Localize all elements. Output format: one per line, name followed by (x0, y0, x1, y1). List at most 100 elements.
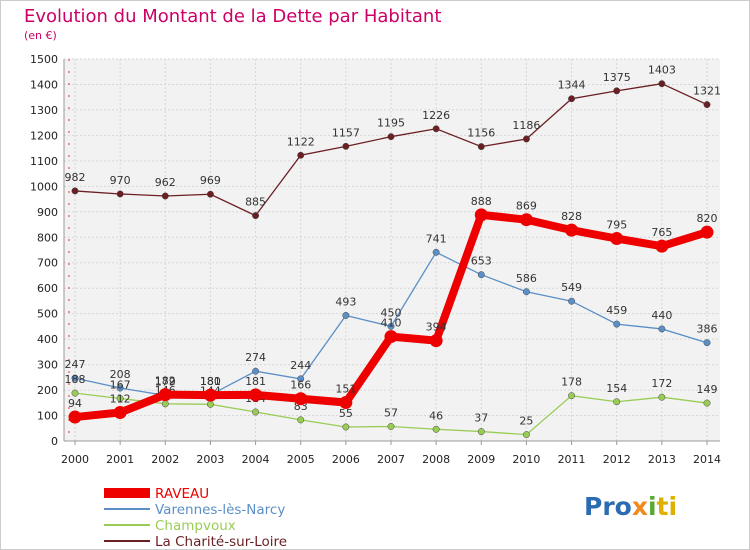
data-point (206, 190, 214, 198)
x-tick-label: 2011 (558, 453, 586, 466)
series-la-charite-sur-loire: 982 970 962 969 885 1122 1157 1195 1226 1156 1186 1… (65, 64, 721, 220)
data-point (703, 399, 711, 407)
y-tick-label: 800 (37, 231, 58, 244)
legend-label-varennes-les-narcy: Varennes-lès-Narcy (155, 502, 285, 518)
data-label: 46 (429, 409, 443, 422)
data-label: 1156 (467, 127, 495, 140)
data-point (477, 143, 485, 151)
data-point (71, 374, 79, 382)
data-point (68, 410, 82, 424)
data-point (294, 392, 308, 406)
data-point (474, 208, 488, 222)
y-tick-label: 1300 (30, 104, 58, 117)
y-tick-label: 200 (37, 384, 58, 397)
data-point (565, 223, 579, 237)
y-tick-label: 300 (37, 359, 58, 372)
data-point (568, 392, 576, 400)
y-tick-label: 500 (37, 308, 58, 321)
data-point (432, 425, 440, 433)
data-point (342, 142, 350, 150)
data-label: 459 (606, 304, 627, 317)
x-tick-label: 2000 (61, 453, 89, 466)
data-label: 386 (697, 323, 718, 336)
data-point (613, 320, 621, 328)
data-label: 25 (519, 415, 533, 428)
data-point (203, 388, 217, 402)
data-point (71, 187, 79, 195)
x-tick-label: 2012 (603, 453, 631, 466)
data-label: 1375 (603, 71, 631, 84)
x-tick-label: 2004 (242, 453, 270, 466)
data-label: 172 (651, 377, 672, 390)
data-label: 795 (606, 219, 627, 232)
x-tick-label: 2003 (196, 453, 224, 466)
data-label: 57 (384, 406, 398, 419)
data-label: 182 (155, 375, 176, 388)
y-tick-label: 100 (37, 410, 58, 423)
data-point (339, 396, 353, 410)
data-point (158, 388, 172, 402)
legend-label-champvoux: Champvoux (155, 518, 236, 534)
data-label: 180 (200, 375, 221, 388)
data-label: 970 (110, 174, 131, 187)
data-point (297, 375, 305, 383)
data-point (252, 408, 260, 416)
data-label: 1186 (512, 119, 540, 132)
data-point (297, 416, 305, 424)
y-tick-label: 0 (51, 435, 58, 448)
data-label: 962 (155, 176, 176, 189)
data-label: 869 (516, 200, 537, 213)
data-label: 1344 (558, 79, 586, 92)
data-label: 586 (516, 272, 537, 285)
data-point (477, 271, 485, 279)
legend-label-raveau: RAVEAU (155, 486, 209, 502)
data-label: 151 (335, 383, 356, 396)
data-point (522, 135, 530, 143)
data-point (71, 389, 79, 397)
proxiti-logo: Proxiti (584, 492, 677, 521)
data-label: 741 (426, 232, 447, 245)
data-point (568, 95, 576, 103)
data-point (116, 395, 124, 402)
x-axis-ticks: 2000 2001 2002 2003 2004 2005 2006 2007 2008 2009… (61, 453, 721, 466)
data-point (658, 325, 666, 333)
y-tick-label: 700 (37, 257, 58, 270)
data-label: 37 (474, 412, 488, 425)
y-tick-label: 400 (37, 333, 58, 346)
data-point (116, 384, 124, 392)
data-label: 828 (561, 210, 582, 223)
data-label: 181 (245, 375, 266, 388)
data-point (613, 87, 621, 95)
y-tick-label: 1200 (30, 129, 58, 142)
data-point (161, 400, 169, 408)
data-point (703, 101, 711, 109)
x-tick-label: 2006 (332, 453, 360, 466)
y-tick-label: 1100 (30, 155, 58, 168)
data-point (342, 423, 350, 431)
data-point (249, 388, 263, 402)
logo-text: Proxiti (584, 492, 677, 521)
y-tick-label: 600 (37, 282, 58, 295)
data-label: 885 (245, 196, 266, 209)
data-label: 1403 (648, 64, 676, 77)
data-point (658, 393, 666, 401)
chart-title: Evolution du Montant de la Dette par Hab… (24, 6, 441, 27)
data-label: 440 (651, 309, 672, 322)
data-point (387, 423, 395, 430)
data-label: 450 (381, 306, 402, 319)
x-tick-label: 2009 (467, 453, 495, 466)
data-label: 112 (110, 392, 131, 405)
data-point (568, 297, 576, 305)
y-tick-label: 1400 (30, 78, 58, 91)
data-point (252, 367, 260, 375)
data-point (522, 288, 530, 296)
data-point (522, 431, 530, 439)
data-point (342, 311, 350, 319)
data-label: 820 (697, 212, 718, 225)
data-label: 179 (155, 375, 176, 388)
data-label: 765 (651, 226, 672, 239)
data-label: 166 (290, 379, 311, 392)
y-tick-label: 1000 (30, 180, 58, 193)
